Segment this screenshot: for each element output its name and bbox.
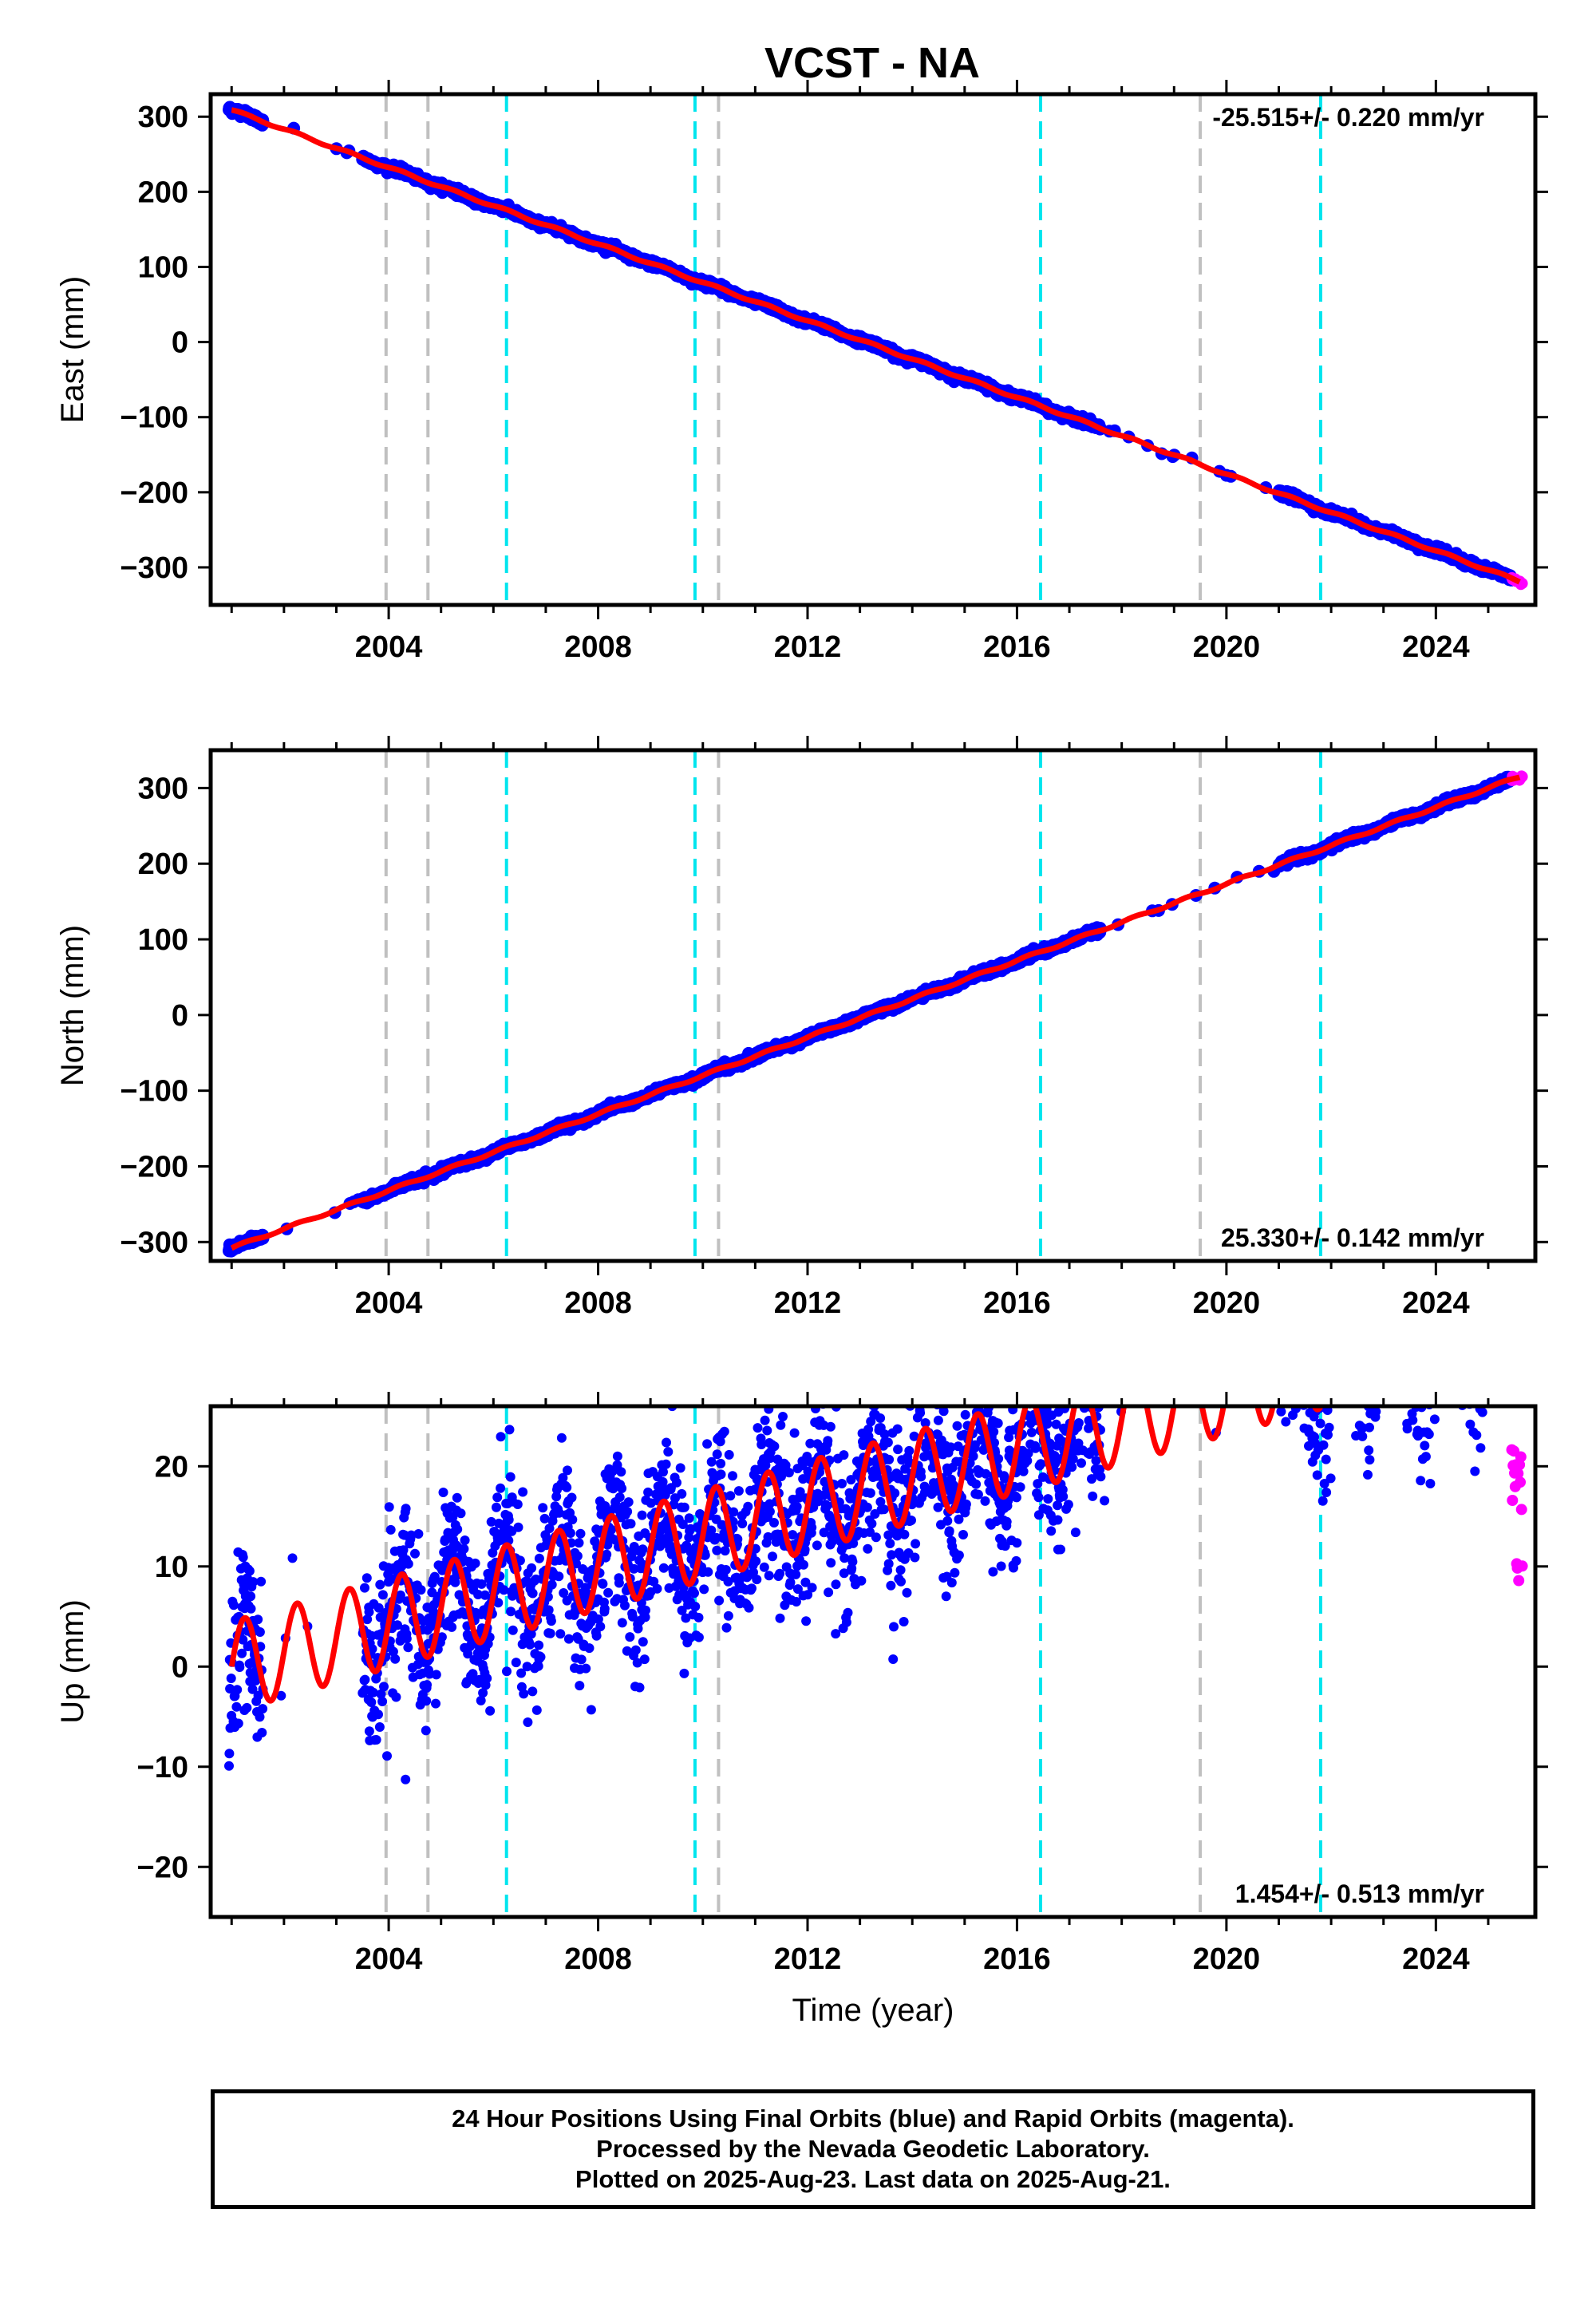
- east-plot-area: [223, 94, 1528, 605]
- east-ytick-label: 300: [138, 101, 188, 134]
- east-ytick-label: −300: [120, 551, 188, 585]
- east-ytick-label: 200: [138, 176, 188, 209]
- chart-title: VCST - NA: [764, 39, 980, 87]
- east-xtick-label: 2016: [983, 630, 1051, 664]
- east-xtick-label: 2024: [1402, 630, 1470, 664]
- east-ytick-label: 100: [138, 251, 188, 284]
- east-xtick-label: 2008: [564, 630, 632, 664]
- east-rate-label: -25.515+/- 0.220 mm/yr: [1212, 103, 1484, 132]
- east-model-line: [229, 107, 1523, 585]
- panels: 300 200 100 0 −100 −200 −300 2004 2008 2012 2016 20…: [55, 80, 1548, 2028]
- east-panel: 300 200 100 0 −100 −200 −300 2004 2008 2012 2016 20…: [55, 80, 1548, 664]
- north-plot-area: [223, 750, 1528, 1261]
- east-ytick-label: −100: [120, 401, 188, 435]
- east-ytick-label: −200: [120, 476, 188, 510]
- east-xtick-label: 2012: [774, 630, 842, 664]
- east-xtick-label: 2020: [1193, 630, 1261, 664]
- east-xtick-label: 2004: [355, 630, 423, 664]
- east-ytick-label: 0: [172, 326, 188, 360]
- east-ylabel: East (mm): [55, 276, 90, 423]
